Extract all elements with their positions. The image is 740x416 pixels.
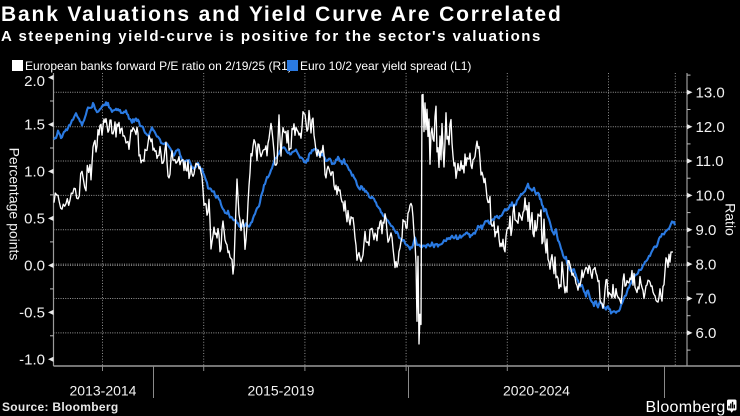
svg-text:2015-2019: 2015-2019	[248, 383, 315, 399]
svg-text:7.0: 7.0	[696, 291, 717, 308]
svg-text:11.0: 11.0	[696, 153, 724, 170]
svg-text:2020-2024: 2020-2024	[503, 383, 570, 399]
svg-text:-0.5: -0.5	[19, 305, 45, 322]
svg-text:8.0: 8.0	[696, 256, 717, 273]
svg-text:-1.0: -1.0	[19, 352, 45, 369]
svg-text:1.5: 1.5	[24, 117, 45, 134]
svg-text:12.0: 12.0	[696, 119, 725, 136]
svg-text:10.0: 10.0	[696, 188, 725, 205]
svg-text:2013-2014: 2013-2014	[70, 383, 137, 399]
svg-text:2.0: 2.0	[24, 73, 45, 90]
svg-text:Ratio: Ratio	[723, 203, 739, 236]
svg-text:9.0: 9.0	[696, 222, 717, 239]
svg-text:1.0: 1.0	[24, 164, 45, 181]
svg-text:Percentage points: Percentage points	[7, 148, 23, 261]
svg-text:0.5: 0.5	[24, 211, 45, 228]
svg-text:6.0: 6.0	[696, 325, 717, 342]
svg-text:13.0: 13.0	[696, 85, 725, 102]
svg-text:0.0: 0.0	[24, 258, 45, 275]
